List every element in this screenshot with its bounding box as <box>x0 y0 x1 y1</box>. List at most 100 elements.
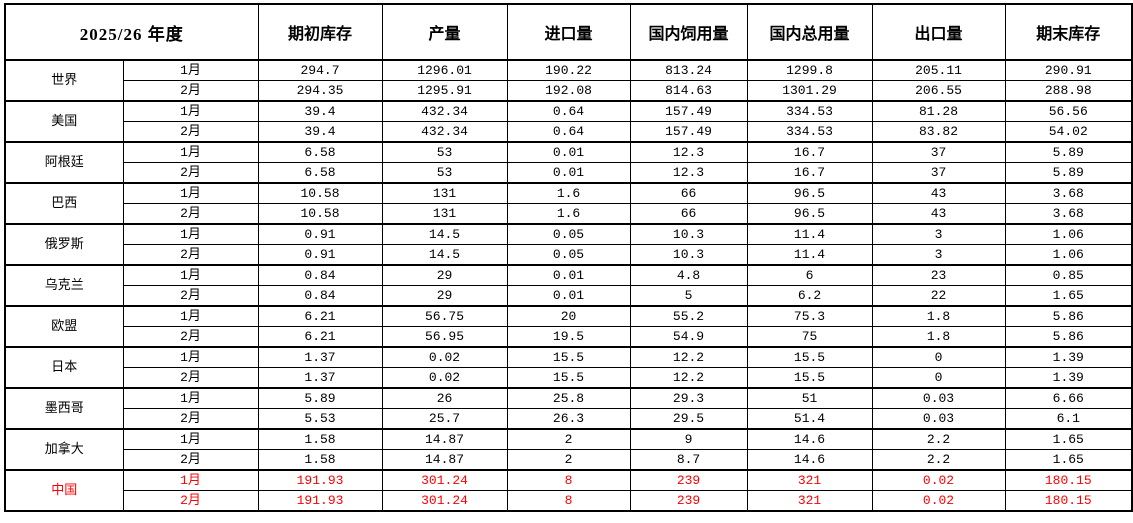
country-cell: 日本 <box>4 346 124 389</box>
country-cell: 俄罗斯 <box>4 223 124 266</box>
month-cell: 1月 <box>122 428 259 450</box>
country-cell: 墨西哥 <box>4 387 124 430</box>
value-cell: 301.24 <box>381 490 508 512</box>
value-cell: 14.87 <box>381 428 508 450</box>
value-cell: 3 <box>871 244 1006 266</box>
value-cell: 10.58 <box>257 182 383 204</box>
value-cell: 25.8 <box>506 387 631 409</box>
month-cell: 1月 <box>122 387 259 409</box>
value-cell: 10.3 <box>629 223 748 245</box>
value-cell: 11.4 <box>746 244 873 266</box>
value-cell: 0 <box>871 346 1006 368</box>
value-cell: 6.21 <box>257 326 383 348</box>
value-cell: 14.5 <box>381 244 508 266</box>
country-cell: 中国 <box>4 469 124 512</box>
table-row: 2月 0.84 29 0.01 5 6.2 22 1.65 <box>5 285 1133 307</box>
value-cell: 39.4 <box>257 100 383 122</box>
value-cell: 53 <box>381 162 508 184</box>
value-cell: 29.3 <box>629 387 748 409</box>
value-cell: 0.05 <box>506 244 631 266</box>
value-cell: 239 <box>629 469 748 491</box>
table-row: 巴西 1月 10.58 131 1.6 66 96.5 43 3.68 <box>4 182 1133 225</box>
value-cell: 4.8 <box>629 264 748 286</box>
value-cell: 14.6 <box>746 449 873 471</box>
value-cell: 11.4 <box>746 223 873 245</box>
value-cell: 5.89 <box>1004 162 1133 184</box>
value-cell: 3.68 <box>1004 182 1133 204</box>
value-cell: 3.68 <box>1004 203 1133 225</box>
value-cell: 288.98 <box>1004 80 1133 102</box>
month-cell: 1月 <box>122 264 259 286</box>
value-cell: 0.91 <box>257 223 383 245</box>
value-cell: 1.06 <box>1004 244 1133 266</box>
col-header-beginning-stocks: 期初库存 <box>257 3 383 61</box>
month-cell: 2月 <box>122 490 259 512</box>
country-cell: 巴西 <box>4 182 124 225</box>
value-cell: 1.8 <box>871 305 1006 327</box>
value-cell: 1295.91 <box>381 80 508 102</box>
value-cell: 0.91 <box>257 244 383 266</box>
value-cell: 96.5 <box>746 203 873 225</box>
value-cell: 0.01 <box>506 285 631 307</box>
value-cell: 321 <box>746 490 873 512</box>
value-cell: 5 <box>629 285 748 307</box>
month-cell: 1月 <box>122 59 259 81</box>
value-cell: 37 <box>871 141 1006 163</box>
value-cell: 190.22 <box>506 59 631 81</box>
month-cell: 2月 <box>122 449 259 471</box>
value-cell: 14.5 <box>381 223 508 245</box>
value-cell: 29 <box>381 285 508 307</box>
value-cell: 1.65 <box>1004 285 1133 307</box>
value-cell: 56.75 <box>381 305 508 327</box>
value-cell: 294.35 <box>257 80 383 102</box>
table-row: 乌克兰 1月 0.84 29 0.01 4.8 6 23 0.85 <box>4 264 1133 307</box>
value-cell: 1296.01 <box>381 59 508 81</box>
value-cell: 16.7 <box>746 141 873 163</box>
value-cell: 1.8 <box>871 326 1006 348</box>
value-cell: 26 <box>381 387 508 409</box>
value-cell: 75 <box>746 326 873 348</box>
value-cell: 301.24 <box>381 469 508 491</box>
table-row: 日本 1月 1.37 0.02 15.5 12.2 15.5 0 1.39 <box>4 346 1133 389</box>
month-cell: 1月 <box>122 469 259 491</box>
value-cell: 10.58 <box>257 203 383 225</box>
table-row: 加拿大 1月 1.58 14.87 2 9 14.6 2.2 1.65 <box>4 428 1133 471</box>
value-cell: 0.02 <box>871 469 1006 491</box>
value-cell: 131 <box>381 182 508 204</box>
col-header-domestic-total-use: 国内总用量 <box>746 3 873 61</box>
month-cell: 2月 <box>122 285 259 307</box>
value-cell: 0.84 <box>257 264 383 286</box>
value-cell: 8 <box>506 490 631 512</box>
table-body: 世界 1月 294.7 1296.01 190.22 813.24 1299.8 205.11… <box>4 59 1133 512</box>
value-cell: 432.34 <box>381 121 508 143</box>
value-cell: 0.05 <box>506 223 631 245</box>
value-cell: 432.34 <box>381 100 508 122</box>
value-cell: 157.49 <box>629 100 748 122</box>
value-cell: 157.49 <box>629 121 748 143</box>
value-cell: 51.4 <box>746 408 873 430</box>
value-cell: 20 <box>506 305 631 327</box>
col-header-exports: 出口量 <box>871 3 1006 61</box>
value-cell: 0.01 <box>506 141 631 163</box>
value-cell: 14.6 <box>746 428 873 450</box>
value-cell: 5.89 <box>1004 141 1133 163</box>
value-cell: 0.64 <box>506 100 631 122</box>
value-cell: 1.65 <box>1004 428 1133 450</box>
value-cell: 37 <box>871 162 1006 184</box>
table-row: 阿根廷 1月 6.58 53 0.01 12.3 16.7 37 5.89 <box>4 141 1133 184</box>
table-row: 2月 10.58 131 1.6 66 96.5 43 3.68 <box>5 203 1133 225</box>
value-cell: 180.15 <box>1004 469 1133 491</box>
table-row: 2月 6.58 53 0.01 12.3 16.7 37 5.89 <box>5 162 1133 184</box>
value-cell: 0.64 <box>506 121 631 143</box>
month-cell: 2月 <box>122 408 259 430</box>
value-cell: 54.9 <box>629 326 748 348</box>
value-cell: 1.6 <box>506 203 631 225</box>
country-cell: 美国 <box>4 100 124 143</box>
value-cell: 29 <box>381 264 508 286</box>
value-cell: 0.84 <box>257 285 383 307</box>
value-cell: 6 <box>746 264 873 286</box>
value-cell: 81.28 <box>871 100 1006 122</box>
month-cell: 2月 <box>122 203 259 225</box>
table-row: 2月 6.21 56.95 19.5 54.9 75 1.8 5.86 <box>5 326 1133 348</box>
